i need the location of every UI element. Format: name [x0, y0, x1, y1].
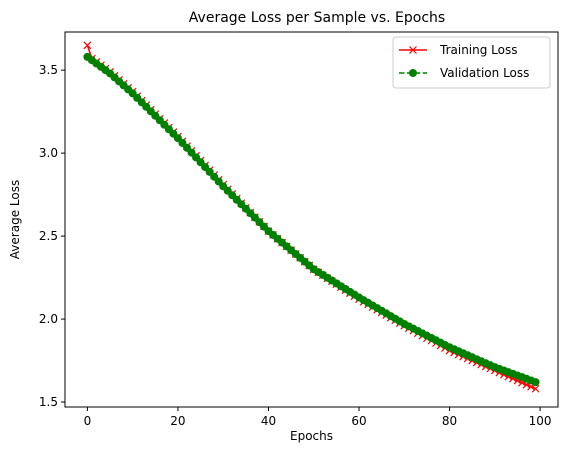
- x-tick-label: 40: [261, 414, 276, 428]
- y-axis-label: Average Loss: [8, 180, 22, 259]
- y-tick-label: 1.5: [39, 395, 58, 409]
- series-line: [87, 57, 535, 382]
- series-training-loss: [84, 42, 539, 392]
- x-tick-label: 0: [84, 414, 92, 428]
- legend-label: Training Loss: [439, 43, 517, 57]
- x-axis-label: Epochs: [290, 429, 333, 443]
- legend: Training Loss Validation Loss: [393, 37, 550, 88]
- y-tick-label: 3.0: [39, 146, 58, 160]
- x-axis: 0 20 40 60 80 100: [84, 407, 552, 428]
- legend-marker-circle: [409, 69, 417, 77]
- y-tick-label: 3.5: [39, 63, 58, 77]
- y-tick-label: 2.5: [39, 229, 58, 243]
- series-line: [87, 45, 535, 388]
- series-validation-loss: [83, 53, 539, 386]
- validation-point: [532, 378, 540, 386]
- y-tick-label: 2.0: [39, 312, 58, 326]
- y-axis: 1.5 2.0 2.5 3.0 3.5: [39, 63, 65, 409]
- chart-title: Average Loss per Sample vs. Epochs: [189, 10, 445, 26]
- x-tick-label: 60: [351, 414, 366, 428]
- training-point: [84, 42, 91, 49]
- x-tick-label: 80: [442, 414, 457, 428]
- series-layer: [83, 42, 539, 392]
- x-tick-label: 100: [529, 414, 552, 428]
- x-tick-label: 20: [170, 414, 185, 428]
- legend-label: Validation Loss: [440, 66, 529, 80]
